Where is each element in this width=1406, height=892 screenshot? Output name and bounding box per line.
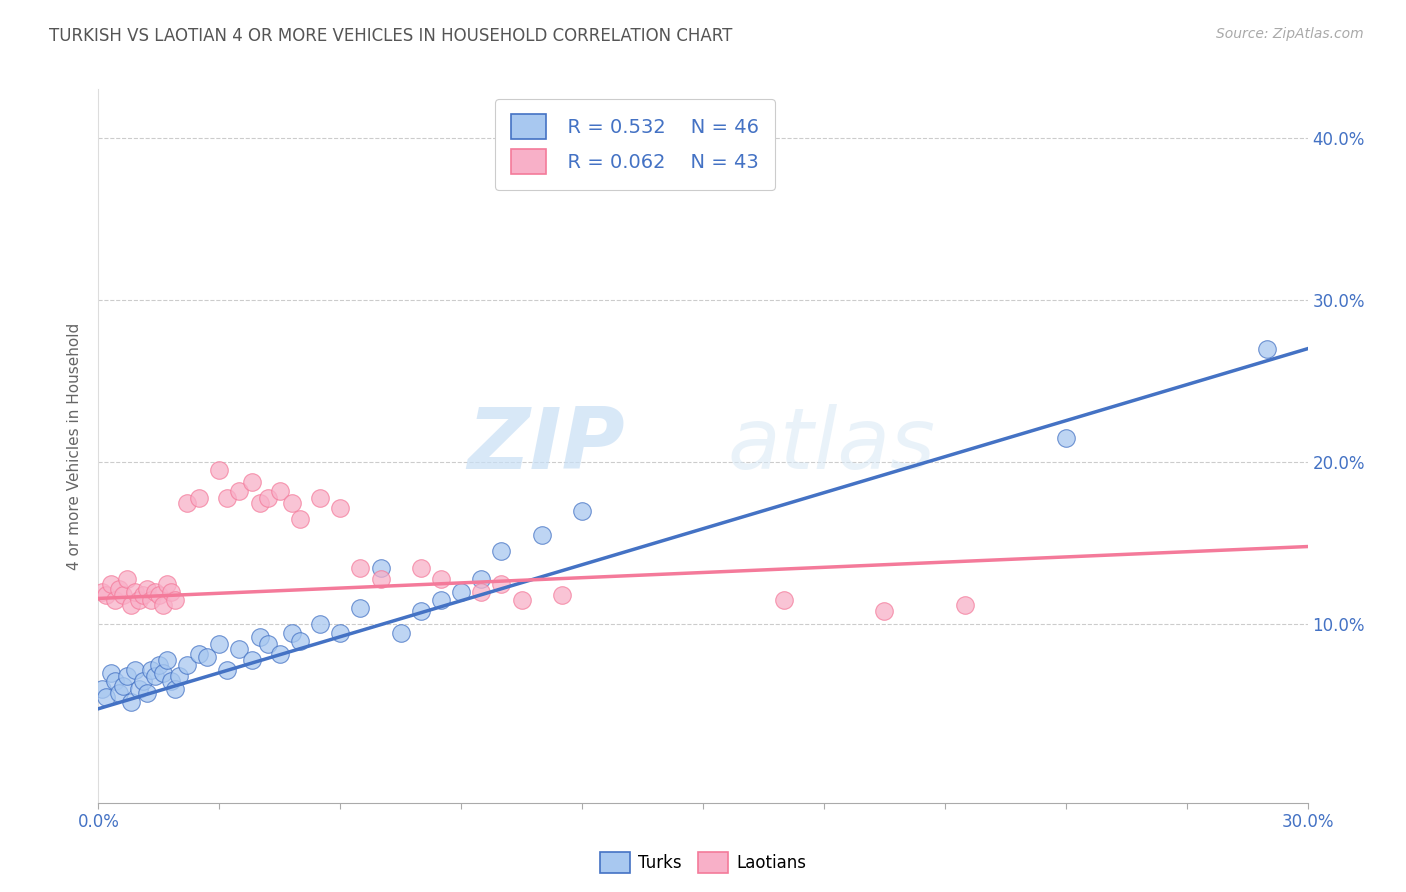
Point	[132, 588, 155, 602]
Point	[288, 512, 311, 526]
Point	[176, 496, 198, 510]
Point	[132, 674, 155, 689]
Point	[491, 544, 513, 558]
Point	[450, 585, 472, 599]
Point	[160, 674, 183, 689]
Point	[217, 491, 239, 505]
Point	[143, 669, 166, 683]
Point	[240, 653, 263, 667]
Point	[470, 585, 492, 599]
Point	[103, 674, 125, 689]
Point	[256, 637, 278, 651]
Point	[124, 585, 146, 599]
Point	[288, 633, 311, 648]
Point	[103, 593, 125, 607]
Point	[256, 491, 278, 505]
Point	[409, 560, 432, 574]
Point	[309, 491, 332, 505]
Point	[128, 593, 150, 607]
Point	[269, 484, 291, 499]
Point	[167, 669, 190, 683]
Text: TURKISH VS LAOTIAN 4 OR MORE VEHICLES IN HOUSEHOLD CORRELATION CHART: TURKISH VS LAOTIAN 4 OR MORE VEHICLES IN…	[49, 27, 733, 45]
Point	[470, 572, 492, 586]
Point	[139, 663, 162, 677]
Point	[1054, 431, 1077, 445]
Point	[329, 625, 352, 640]
Point	[111, 588, 134, 602]
Point	[96, 690, 118, 705]
Point	[148, 657, 170, 672]
Point	[195, 649, 218, 664]
Point	[128, 682, 150, 697]
Point	[269, 647, 291, 661]
Point	[208, 637, 231, 651]
Point	[115, 669, 138, 683]
Point	[772, 593, 794, 607]
Point	[240, 475, 263, 489]
Point	[156, 577, 179, 591]
Point	[107, 685, 129, 699]
Point	[430, 593, 453, 607]
Point	[217, 663, 239, 677]
Point	[249, 496, 271, 510]
Legend:   R = 0.532    N = 46,   R = 0.062    N = 43: R = 0.532 N = 46, R = 0.062 N = 43	[495, 99, 775, 190]
Point	[188, 491, 211, 505]
Text: ZIP: ZIP	[467, 404, 624, 488]
Point	[91, 585, 114, 599]
Point	[228, 484, 250, 499]
Point	[152, 598, 174, 612]
Point	[571, 504, 593, 518]
Point	[370, 560, 392, 574]
Point	[409, 604, 432, 618]
Point	[491, 577, 513, 591]
Point	[163, 682, 186, 697]
Point	[100, 666, 122, 681]
Point	[228, 641, 250, 656]
Text: atlas: atlas	[727, 404, 935, 488]
Point	[120, 598, 142, 612]
Point	[530, 528, 553, 542]
Point	[188, 647, 211, 661]
Point	[873, 604, 896, 618]
Point	[160, 585, 183, 599]
Point	[953, 598, 976, 612]
Point	[107, 582, 129, 596]
Point	[208, 463, 231, 477]
Point	[152, 666, 174, 681]
Point	[510, 593, 533, 607]
Y-axis label: 4 or more Vehicles in Household: 4 or more Vehicles in Household	[67, 322, 83, 570]
Point	[91, 682, 114, 697]
Point	[349, 560, 371, 574]
Point	[139, 593, 162, 607]
Point	[281, 625, 304, 640]
Point	[120, 695, 142, 709]
Point	[163, 593, 186, 607]
Point	[389, 625, 412, 640]
Point	[135, 582, 157, 596]
Point	[115, 572, 138, 586]
Point	[349, 601, 371, 615]
Point	[124, 663, 146, 677]
Point	[329, 500, 352, 515]
Point	[551, 588, 574, 602]
Point	[1256, 342, 1278, 356]
Text: Source: ZipAtlas.com: Source: ZipAtlas.com	[1216, 27, 1364, 41]
Point	[148, 588, 170, 602]
Point	[135, 685, 157, 699]
Point	[430, 572, 453, 586]
Legend: Turks, Laotians: Turks, Laotians	[593, 846, 813, 880]
Point	[370, 572, 392, 586]
Point	[176, 657, 198, 672]
Point	[100, 577, 122, 591]
Point	[143, 585, 166, 599]
Point	[96, 588, 118, 602]
Point	[281, 496, 304, 510]
Point	[309, 617, 332, 632]
Point	[249, 631, 271, 645]
Point	[111, 679, 134, 693]
Point	[156, 653, 179, 667]
